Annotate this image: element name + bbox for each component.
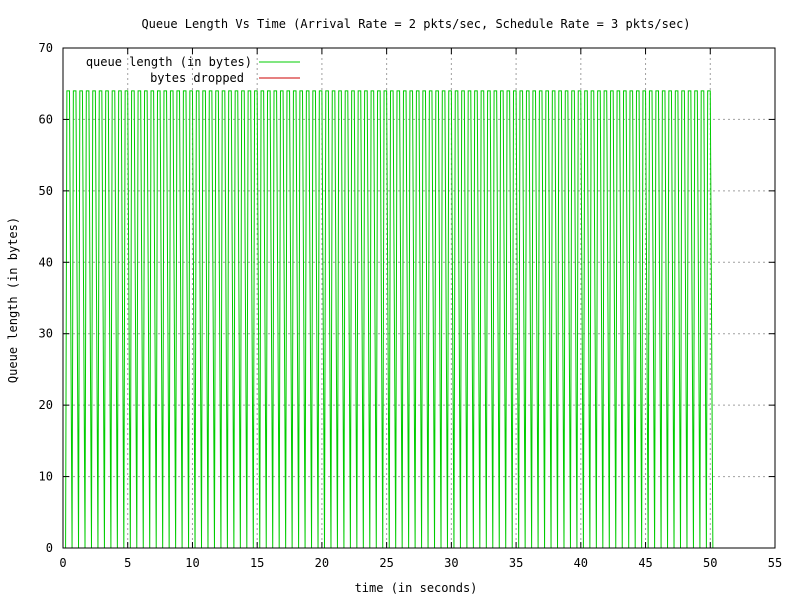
legend-label-queue-length: queue length (in bytes)	[86, 55, 252, 69]
series-line-queue-length	[65, 90, 714, 549]
x-tick-label: 30	[444, 556, 458, 570]
legend: queue length (in bytes) bytes dropped	[86, 55, 300, 85]
y-tick-label: 20	[39, 398, 53, 412]
y-tick-label: 60	[39, 112, 53, 126]
x-tick-label: 0	[59, 556, 66, 570]
axes: 0 5 10 15 20 25 30 35 40 45 50 55 0 10 20 30 40 50 60 70	[39, 41, 783, 570]
x-axis-label: time (in seconds)	[355, 581, 478, 595]
y-tick-label: 0	[46, 541, 53, 555]
x-tick-label: 40	[574, 556, 588, 570]
legend-label-bytes-dropped: bytes dropped	[150, 71, 244, 85]
x-tick-label: 25	[379, 556, 393, 570]
x-tick-label: 20	[315, 556, 329, 570]
x-tick-label: 35	[509, 556, 523, 570]
y-tick-label: 30	[39, 327, 53, 341]
y-tick-label: 70	[39, 41, 53, 55]
chart-title: Queue Length Vs Time (Arrival Rate = 2 p…	[141, 17, 690, 31]
x-tick-label: 45	[638, 556, 652, 570]
plot-frame	[62, 47, 776, 549]
x-tick-label: 15	[250, 556, 264, 570]
series-layer	[65, 90, 714, 549]
y-tick-label: 40	[39, 255, 53, 269]
y-tick-label: 10	[39, 470, 53, 484]
x-tick-label: 50	[703, 556, 717, 570]
x-tick-label: 5	[124, 556, 131, 570]
x-tick-label: 10	[185, 556, 199, 570]
x-tick-label: 55	[768, 556, 782, 570]
y-axis-label: Queue length (in bytes)	[6, 217, 20, 383]
y-tick-label: 50	[39, 184, 53, 198]
